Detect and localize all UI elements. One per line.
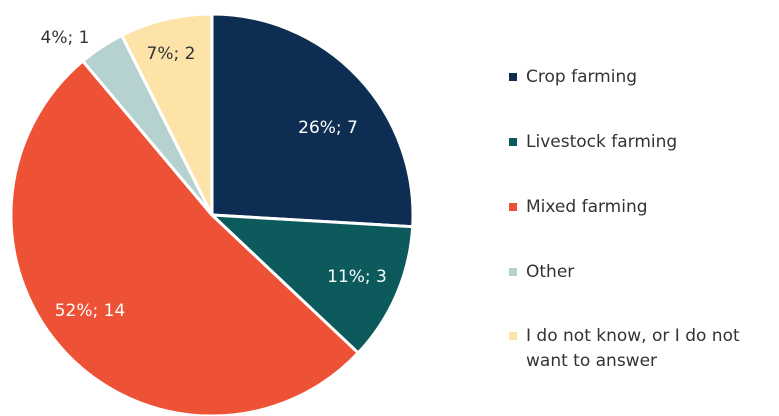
- slice-data-label-2: 11%; 3: [327, 267, 387, 287]
- slice-data-label-4: 4%; 1: [41, 28, 90, 48]
- pie-slice-1: [210, 12, 415, 229]
- pie-slice-5: [120, 12, 214, 217]
- legend-label-5-line-2: want to answer: [526, 351, 657, 371]
- legend-label-3: Mixed farming: [526, 197, 648, 217]
- legend-label-5: I do not know, or I do not: [526, 326, 740, 346]
- legend-swatch-3: [509, 203, 517, 211]
- legend-label-1: Crop farming: [526, 67, 637, 87]
- pie-slices: [9, 12, 415, 416]
- pie-labels: 26%; 7 11%; 3 52%; 14 4%; 1 7%; 2: [41, 28, 387, 321]
- legend-swatch-4: [509, 268, 517, 276]
- legend: Crop farming Livestock farming Mixed farmi…: [509, 67, 740, 371]
- slice-data-label-1: 26%; 7: [298, 118, 358, 138]
- pie-slice-2: [210, 213, 415, 355]
- legend-swatch-5: [509, 332, 517, 340]
- legend-swatch-2: [509, 138, 517, 146]
- slice-data-label-5: 7%; 2: [147, 44, 196, 64]
- slice-data-label-3: 52%; 14: [55, 301, 126, 321]
- pie-slice-3: [9, 59, 360, 416]
- legend-swatch-1: [509, 73, 517, 81]
- legend-label-4: Other: [526, 262, 574, 282]
- legend-label-2: Livestock farming: [526, 132, 677, 152]
